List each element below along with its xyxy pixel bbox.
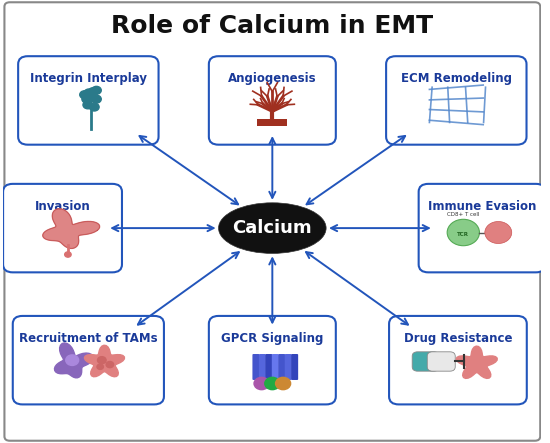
Circle shape <box>92 86 101 94</box>
FancyBboxPatch shape <box>272 354 279 380</box>
Circle shape <box>83 101 92 109</box>
Circle shape <box>82 95 92 103</box>
Circle shape <box>92 95 101 103</box>
Circle shape <box>254 377 269 390</box>
FancyBboxPatch shape <box>4 2 540 441</box>
Text: CD8+ T cell: CD8+ T cell <box>447 212 480 217</box>
Circle shape <box>447 219 480 246</box>
Text: Invasion: Invasion <box>35 200 90 213</box>
Circle shape <box>97 357 106 364</box>
Circle shape <box>276 377 290 390</box>
Circle shape <box>97 364 103 369</box>
FancyBboxPatch shape <box>419 184 546 272</box>
Circle shape <box>265 377 280 390</box>
FancyBboxPatch shape <box>209 316 336 404</box>
FancyBboxPatch shape <box>291 354 298 380</box>
Text: Drug Resistance: Drug Resistance <box>404 332 512 345</box>
FancyBboxPatch shape <box>412 352 439 371</box>
Text: Immune Evasion: Immune Evasion <box>428 200 536 213</box>
Circle shape <box>65 252 71 257</box>
Circle shape <box>80 91 90 99</box>
FancyBboxPatch shape <box>427 352 455 371</box>
Circle shape <box>89 88 98 96</box>
FancyBboxPatch shape <box>386 56 526 145</box>
Text: TCR: TCR <box>457 232 469 237</box>
Ellipse shape <box>218 203 326 253</box>
FancyBboxPatch shape <box>257 119 288 125</box>
FancyBboxPatch shape <box>18 56 158 145</box>
Text: Calcium: Calcium <box>233 219 312 237</box>
Text: GPCR Signaling: GPCR Signaling <box>221 332 323 345</box>
Polygon shape <box>84 345 124 377</box>
FancyBboxPatch shape <box>389 316 527 404</box>
Text: Integrin Interplay: Integrin Interplay <box>30 72 147 85</box>
FancyBboxPatch shape <box>259 354 266 380</box>
Circle shape <box>90 103 99 111</box>
Circle shape <box>66 355 79 365</box>
Polygon shape <box>54 343 93 378</box>
FancyBboxPatch shape <box>252 354 260 380</box>
Circle shape <box>84 89 94 97</box>
FancyBboxPatch shape <box>285 354 292 380</box>
Text: Angiogenesis: Angiogenesis <box>228 72 317 85</box>
FancyBboxPatch shape <box>13 316 164 404</box>
Text: Recruitment of TAMs: Recruitment of TAMs <box>19 332 158 345</box>
FancyBboxPatch shape <box>278 354 285 380</box>
FancyBboxPatch shape <box>3 184 122 272</box>
Circle shape <box>485 222 512 244</box>
Polygon shape <box>43 209 100 249</box>
Polygon shape <box>456 346 497 378</box>
FancyBboxPatch shape <box>209 56 336 145</box>
FancyBboxPatch shape <box>265 354 272 380</box>
Text: Role of Calcium in EMT: Role of Calcium in EMT <box>111 14 433 38</box>
Text: ECM Remodeling: ECM Remodeling <box>401 72 512 85</box>
Circle shape <box>106 361 114 368</box>
Circle shape <box>86 93 96 101</box>
